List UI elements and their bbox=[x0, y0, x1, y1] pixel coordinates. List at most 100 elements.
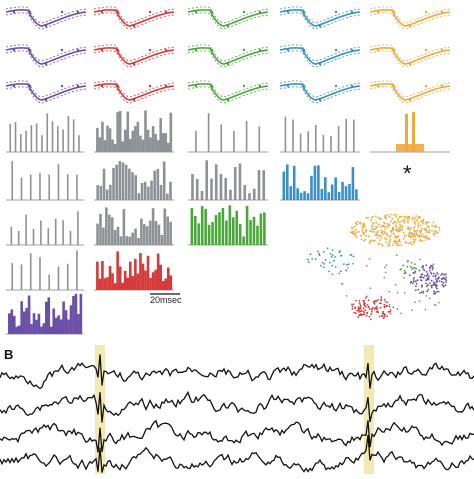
scatter-point-green bbox=[410, 261, 413, 264]
scatter-point-orange bbox=[385, 238, 387, 241]
histogram-1-bar bbox=[57, 126, 59, 152]
scatter-point-red bbox=[354, 307, 357, 310]
scatter-point-blue bbox=[332, 259, 335, 262]
waveform-marker bbox=[132, 98, 136, 102]
scatter-point-purple bbox=[422, 277, 425, 279]
histogram-7-bar bbox=[147, 186, 150, 200]
histogram-9-bar bbox=[320, 189, 324, 200]
scatter-point-orange bbox=[411, 218, 413, 221]
histogram-10-bar bbox=[69, 230, 72, 245]
scatter-point-orange bbox=[355, 222, 357, 225]
histogram-2-bar bbox=[141, 139, 145, 152]
scatter-point-orange bbox=[399, 225, 402, 228]
histogram-15-bar bbox=[25, 307, 28, 334]
scatter-point-orange bbox=[419, 239, 421, 242]
histogram-14-bar bbox=[108, 266, 112, 290]
histogram-14-bar bbox=[98, 278, 102, 290]
scatter-point-orange bbox=[381, 237, 383, 239]
histogram-15-bar bbox=[17, 325, 21, 334]
histogram-1-bar bbox=[62, 129, 64, 152]
scatter-point-orange bbox=[396, 219, 399, 222]
scatter-point-orange bbox=[403, 235, 406, 237]
scatter-point-orange bbox=[407, 235, 410, 238]
scatter-point-purple bbox=[413, 280, 415, 283]
histogram-14-bar bbox=[136, 273, 140, 290]
scatter-point-purple bbox=[438, 276, 440, 279]
waveform-red-2 bbox=[93, 47, 175, 65]
scatter-point-orange bbox=[356, 231, 358, 234]
histogram-8-bar bbox=[224, 178, 228, 200]
histogram-12-bar bbox=[235, 210, 239, 245]
histogram-15-bar bbox=[49, 326, 53, 334]
histogram-10-bar bbox=[77, 211, 79, 245]
waveform-marker bbox=[132, 62, 136, 66]
scatter-point-orange bbox=[408, 217, 410, 220]
scatter-point-orange bbox=[398, 216, 401, 219]
scatter-point-gray bbox=[388, 303, 391, 306]
histogram-2-bar bbox=[156, 140, 160, 152]
scatter-point-green bbox=[411, 268, 414, 271]
scatter-point-orange bbox=[400, 244, 403, 247]
waveform-red-2-upper bbox=[93, 44, 175, 62]
histogram-1-bar bbox=[78, 135, 80, 152]
scatter-point-orange bbox=[377, 223, 380, 226]
scatter-point-gray bbox=[384, 300, 387, 303]
scatter-point-orange bbox=[383, 225, 386, 228]
histogram-14-bar bbox=[159, 264, 162, 290]
scatter-point-purple bbox=[434, 292, 437, 295]
scatter-point-red bbox=[370, 310, 373, 313]
histogram-12-bar bbox=[228, 205, 232, 245]
scatter-point-red bbox=[383, 298, 386, 301]
scatter-point-orange bbox=[381, 225, 384, 227]
scatter-point-purple bbox=[438, 280, 441, 282]
histogram-7-bar bbox=[159, 184, 163, 200]
histogram-11-bar bbox=[160, 234, 164, 245]
histogram-14-bar bbox=[111, 273, 114, 290]
scatter-point-orange bbox=[428, 238, 431, 241]
scatter-point-red bbox=[379, 306, 382, 309]
histogram-15-bar bbox=[35, 319, 38, 334]
histogram-10-bar bbox=[40, 220, 42, 245]
scatter-point-gray bbox=[400, 312, 402, 315]
scatter-point-orange bbox=[394, 243, 397, 245]
histogram-12-bar bbox=[242, 236, 245, 245]
scatter-point-orange bbox=[416, 219, 418, 222]
histogram-8-bar bbox=[205, 160, 209, 200]
histogram-9-bar bbox=[317, 165, 320, 200]
histogram-9-bar bbox=[310, 175, 313, 200]
scatter-point-orange bbox=[401, 226, 404, 229]
scatter-point-purple bbox=[430, 286, 433, 289]
scatter-point-orange bbox=[431, 229, 433, 232]
scatter-point-orange bbox=[375, 234, 378, 236]
histogram-8-bar bbox=[248, 193, 251, 200]
waveform-purple-3 bbox=[5, 83, 87, 101]
scatter-point-orange bbox=[407, 221, 409, 224]
scatter-point-orange bbox=[415, 231, 418, 234]
scatter-point-orange bbox=[404, 241, 407, 244]
histogram-2-bar bbox=[146, 129, 150, 152]
histogram-9-bar bbox=[334, 177, 337, 200]
histogram-3-bar bbox=[233, 130, 235, 152]
scatter-point-orange bbox=[428, 229, 431, 232]
scatter-point-orange bbox=[355, 235, 357, 238]
scatter-point-red bbox=[376, 305, 378, 308]
scatter-point-purple bbox=[433, 290, 435, 293]
scatter-point-purple bbox=[425, 279, 427, 282]
scatter-point-purple bbox=[442, 285, 445, 287]
histogram-8-bar bbox=[243, 185, 247, 200]
scatter-point-red bbox=[366, 304, 369, 306]
waveform-marker bbox=[408, 24, 412, 28]
scatter-point-orange bbox=[351, 226, 353, 229]
waveform-marker bbox=[210, 10, 214, 14]
waveform-red-3-upper bbox=[93, 80, 175, 98]
histogram-15-bar bbox=[57, 315, 60, 334]
scatter-point-purple bbox=[444, 278, 447, 280]
scatter-point-orange bbox=[389, 213, 392, 216]
scatter-point-gray bbox=[414, 301, 416, 303]
histogram-8-bar bbox=[191, 174, 194, 200]
histogram-11-bar bbox=[151, 208, 155, 245]
waveform-orange-3 bbox=[369, 83, 451, 101]
scatter-point-gray bbox=[434, 304, 437, 307]
scatter-point-orange bbox=[391, 243, 394, 246]
